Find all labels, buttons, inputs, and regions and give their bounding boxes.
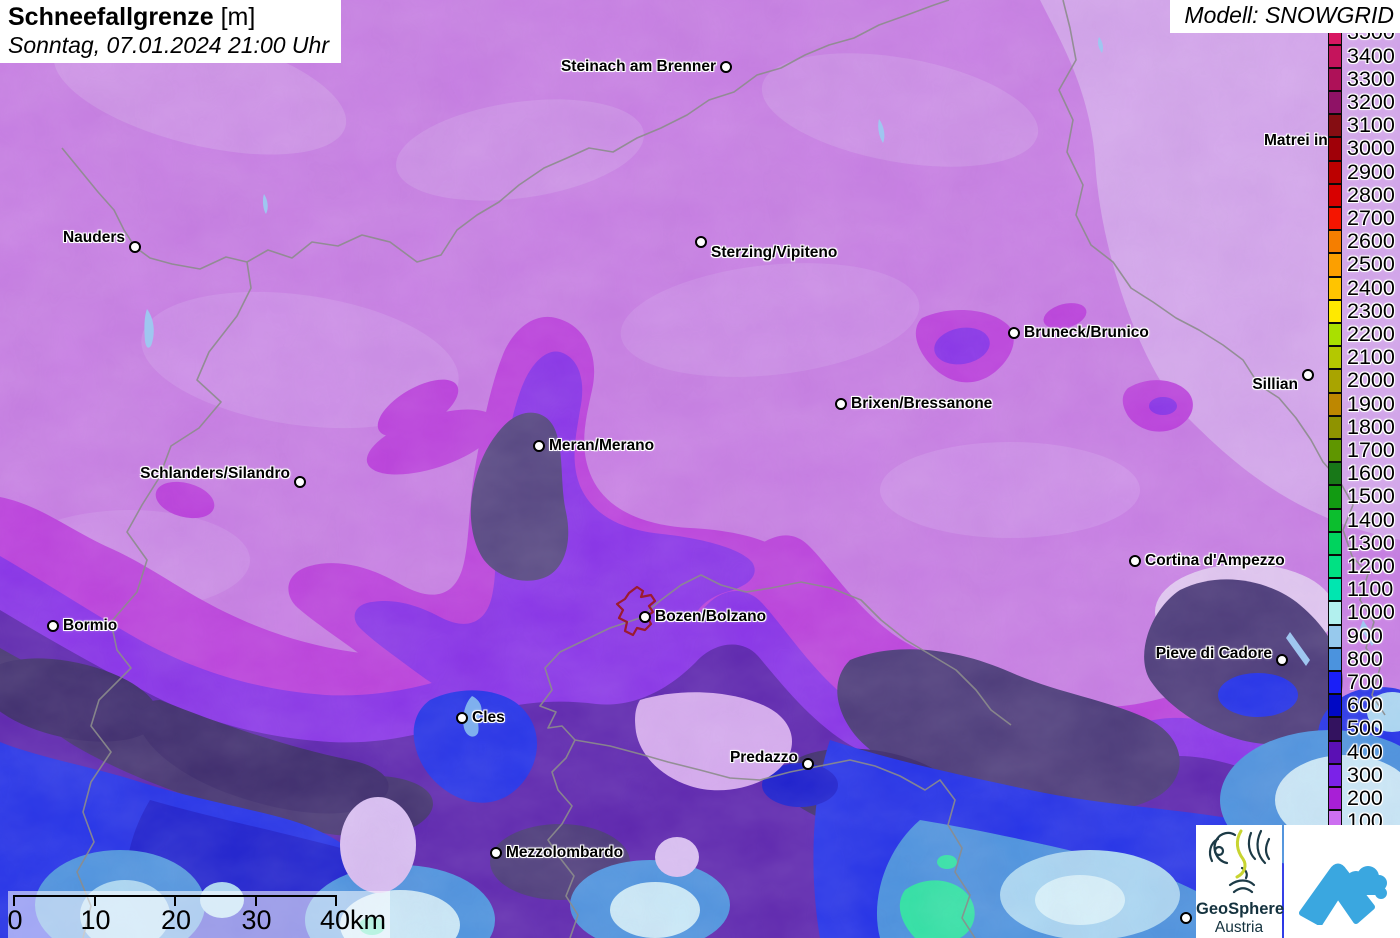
scalebar-label-1: 10	[80, 905, 111, 935]
geosphere-country: Austria	[1214, 919, 1264, 936]
city-label-meran-merano: Meran/Merano	[549, 437, 655, 454]
map-title: Schneefallgrenze [m]	[8, 3, 329, 32]
city-label-bruneck-brunico: Bruneck/Brunico	[1024, 324, 1149, 341]
scalebar-tick-3	[254, 895, 257, 906]
scalebar-tick-0	[13, 895, 16, 906]
map-title-name: Schneefallgrenze	[8, 3, 214, 31]
geosphere-org-name: GeoSphere	[1196, 900, 1285, 918]
city-label-matrei-in-osttirol: Matrei in Osttirol	[1264, 132, 1329, 149]
scalebar-tick-1	[93, 895, 96, 906]
geosphere-contour-icon	[1208, 829, 1271, 894]
map-datetime: Sonntag, 07.01.2024 21:00 Uhr	[8, 32, 329, 58]
city-label-sterzing-vipiteno: Sterzing/Vipiteno	[711, 244, 838, 261]
city-marker-schlanders-silandro	[294, 476, 306, 488]
city-label-predazzo: Predazzo	[729, 749, 798, 766]
city-marker-predazzo	[802, 758, 814, 770]
scalebar-label-2: 20	[160, 905, 192, 935]
city-label-cortina-d-ampezzo: Cortina d'Ampezzo	[1145, 552, 1285, 569]
city-marker-steinach-am-brenner	[720, 61, 732, 73]
city-marker-meran-merano	[533, 440, 545, 452]
city-marker-pieve-di-cadore	[1276, 654, 1288, 666]
city-label-nauders: Nauders	[62, 229, 125, 246]
city-marker-bruneck-brunico	[1008, 327, 1020, 339]
city-marker-nauders	[129, 241, 141, 253]
city-label-steinach-am-brenner: Steinach am Brenner	[560, 58, 716, 75]
city-marker-bozen-bolzano	[639, 611, 651, 623]
city-marker-sillian	[1302, 369, 1314, 381]
map-title-unit: [m]	[220, 3, 256, 31]
city-label-schlanders-silandro: Schlanders/Silandro	[140, 465, 290, 482]
city-marker-sterzing-vipiteno	[695, 236, 707, 248]
city-marker-mezzolombardo	[490, 847, 502, 859]
city-label-sillian: Sillian	[1252, 376, 1298, 393]
title-box: Schneefallgrenze [m] Sonntag, 07.01.2024…	[0, 0, 341, 63]
city-label-pieve-di-cadore: Pieve di Cadore	[1155, 645, 1272, 662]
scalebar-label-3: 30	[241, 905, 272, 935]
scalebar: 0 10 20 30 40km	[7, 891, 390, 938]
weather-app-logo	[1284, 825, 1400, 938]
city-marker-bormio	[47, 620, 59, 632]
city-label-brixen-bressanone: Brixen/Bressanone	[851, 395, 993, 412]
city-label-bozen-bolzano: Bozen/Bolzano	[655, 608, 767, 625]
scalebar-label-4: 40km	[319, 905, 387, 935]
model-label: Modell: SNOWGRID	[1170, 0, 1400, 33]
scalebar-label-0: 0	[7, 905, 23, 935]
city-marker-brixen-bressanone	[835, 398, 847, 410]
city-marker-cles	[456, 712, 468, 724]
bozen-city-boundary	[615, 585, 657, 637]
scalebar-tick-2	[174, 895, 177, 906]
city-label-cles: Cles	[472, 709, 505, 726]
mountain-cloud-icon	[1299, 863, 1387, 925]
city-marker	[1180, 912, 1192, 924]
scalebar-tick-4	[335, 895, 338, 906]
city-label-bormio: Bormio	[63, 617, 118, 634]
city-label-mezzolombardo: Mezzolombardo	[506, 844, 624, 861]
geosphere-logo: GeoSphere Austria	[1196, 825, 1285, 938]
city-marker-cortina-d-ampezzo	[1129, 555, 1141, 567]
